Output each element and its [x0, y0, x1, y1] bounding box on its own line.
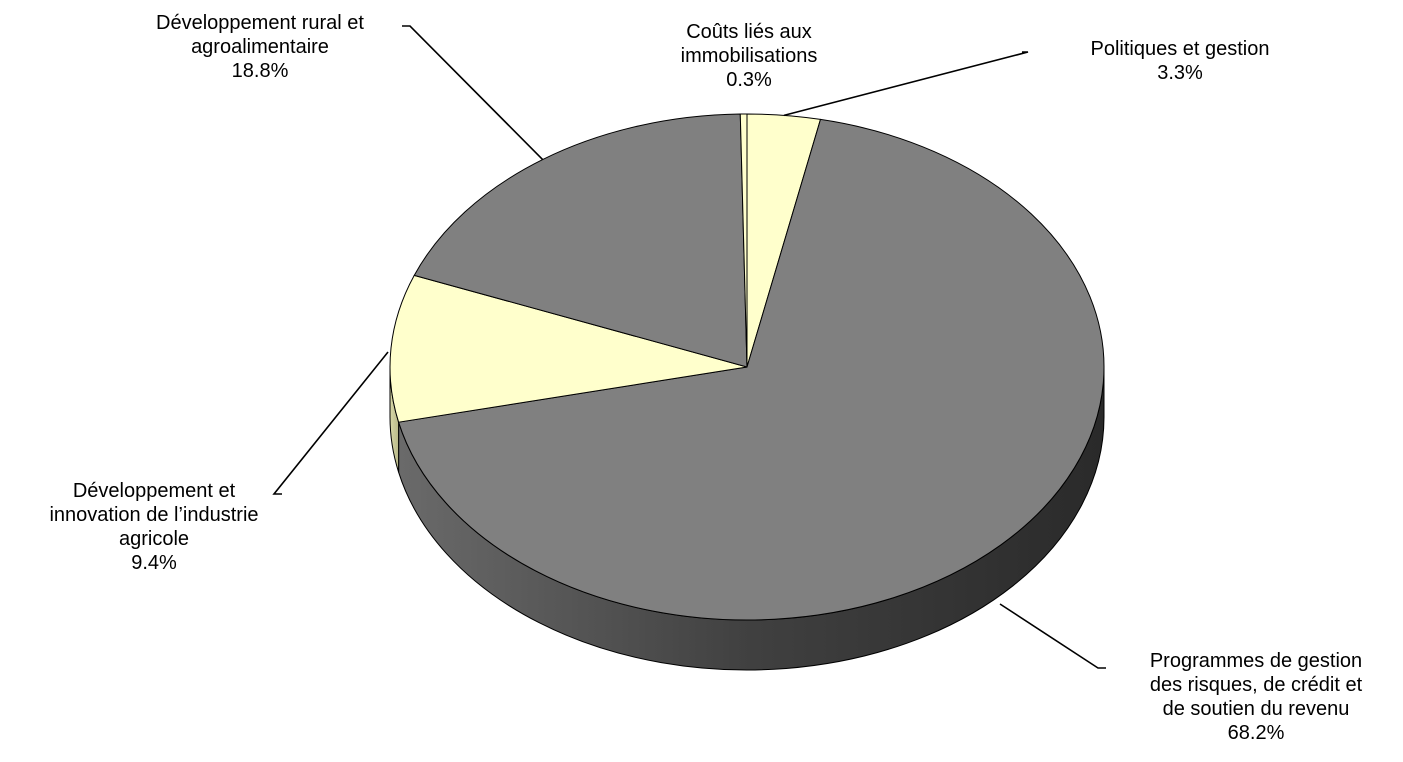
slice-value-label-1: 68.2%: [1228, 722, 1285, 744]
slice-label-line-3-0: Développement rural et: [156, 12, 364, 34]
pie-slice-1: [398, 118, 1105, 621]
slice-label-0: Politiques et gestion 3.3%: [1090, 38, 1269, 84]
leader-lines: [272, 25, 1106, 669]
slice-label-4: Coûts liés aux immobilisations 0.3%: [681, 21, 818, 91]
slice-label-2: Développement et innovation de l’industri…: [49, 480, 258, 574]
slice-label-line-2-0: Développement et: [73, 480, 236, 502]
leader-line-1: [999, 603, 1106, 669]
slice-label-line-3-1: agroalimentaire: [191, 36, 329, 58]
slice-value-label-4: 0.3%: [726, 69, 772, 91]
slice-label-line-1-2: de soutien du revenu: [1163, 698, 1350, 720]
slice-label-line-1-0: Programmes de gestion: [1150, 650, 1362, 672]
slice-label-1: Programmes de gestion des risques, de cré…: [1150, 650, 1363, 744]
slice-label-line-2-2: agricole: [119, 528, 189, 550]
slice-label-line-1-1: des risques, de crédit et: [1150, 674, 1363, 696]
pie-slice-4: [739, 113, 748, 368]
slice-value-label-0: 3.3%: [1157, 62, 1203, 84]
slice-label-line-4-0: Coûts liés aux: [686, 21, 812, 43]
leader-line-2: [272, 351, 389, 495]
leader-line-0: [783, 51, 1029, 117]
pie-slice-3: [413, 113, 748, 368]
slice-labels: Politiques et gestion 3.3% Programmes de g…: [49, 12, 1362, 744]
leader-line-3: [402, 25, 544, 161]
slice-value-label-2: 9.4%: [131, 552, 177, 574]
slice-label-line-4-1: immobilisations: [681, 45, 818, 67]
slice-label-line-2-1: innovation de l’industrie: [49, 504, 258, 526]
slice-value-label-3: 18.8%: [232, 60, 289, 82]
pie-top-layer: [389, 113, 1105, 621]
pie-slice-2: [389, 274, 748, 423]
slice-label-3: Développement rural et agroalimentaire 18.…: [156, 12, 364, 82]
slice-label-line-0-0: Politiques et gestion: [1090, 38, 1269, 60]
